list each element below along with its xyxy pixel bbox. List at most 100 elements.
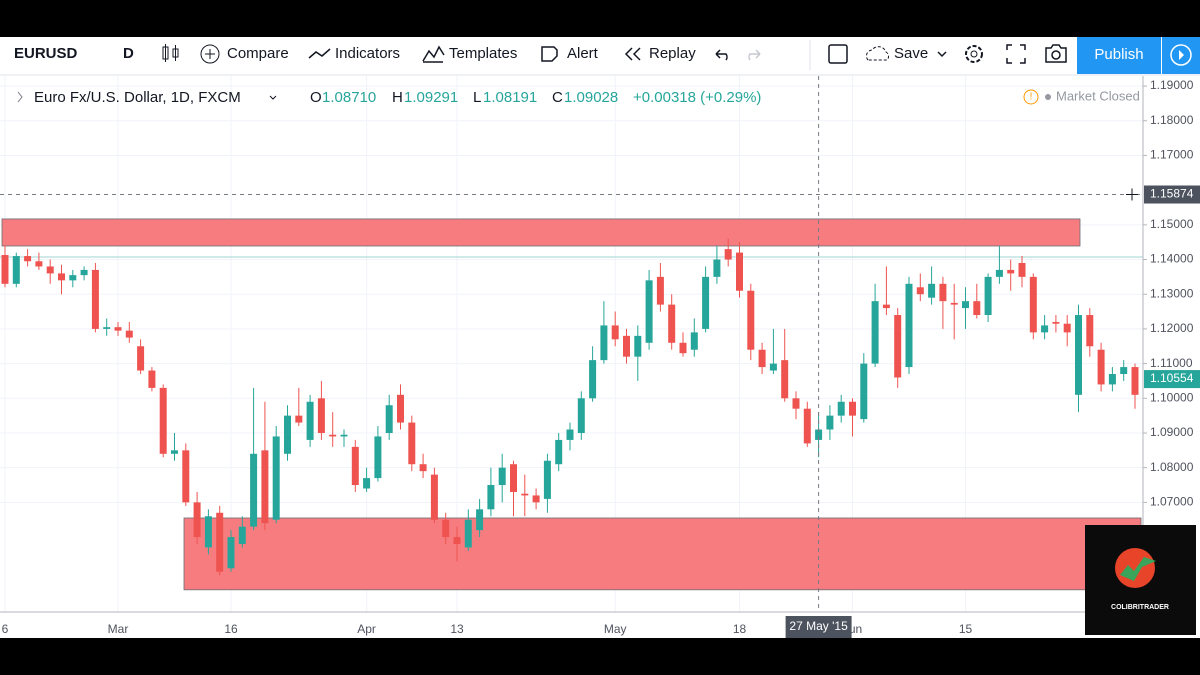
candle-body [1063, 323, 1071, 333]
candle-body [103, 327, 111, 329]
publish-button[interactable] [1077, 37, 1161, 74]
candle-body [148, 370, 156, 388]
templates-icon[interactable] [422, 45, 445, 63]
compare-icon[interactable] [200, 44, 220, 64]
y-tick-label: 1.15000 [1150, 217, 1194, 231]
candle-body [995, 269, 1003, 277]
candle-body [702, 276, 710, 329]
candle-body [363, 478, 371, 489]
candle-body [916, 287, 924, 295]
y-tick-label: 1.14000 [1150, 252, 1194, 266]
candle-body [905, 283, 913, 368]
plot [0, 76, 1143, 612]
replay[interactable]: Replay [649, 45, 696, 62]
compare-plus [205, 49, 215, 59]
candle-body [656, 276, 664, 305]
crosshair-price-box [1144, 185, 1200, 204]
y-tick-label: 1.17000 [1150, 148, 1194, 162]
candle-body [35, 261, 43, 267]
candle-body [555, 439, 563, 465]
undo[interactable] [715, 49, 728, 61]
candle-body [453, 537, 461, 545]
alert-icon[interactable] [541, 46, 558, 62]
settings-icon[interactable] [965, 45, 983, 63]
cloud-icon[interactable] [865, 46, 890, 61]
compare[interactable]: Compare [227, 45, 289, 62]
indicators-icon[interactable] [308, 48, 331, 59]
candle-body [713, 259, 721, 277]
candle-body [1131, 367, 1139, 395]
replay-icon[interactable] [624, 47, 641, 61]
redo[interactable] [748, 49, 761, 61]
candle-body [736, 252, 743, 291]
candle-body [758, 349, 766, 368]
candle-body [882, 304, 890, 309]
candle-body [962, 301, 969, 309]
candle-body [1, 255, 9, 284]
status-dot [1045, 94, 1051, 100]
save-menu[interactable] [937, 51, 947, 58]
candle-body [340, 434, 348, 437]
candle-body [317, 398, 325, 433]
crosshair-price: 1.15874 [1150, 187, 1194, 201]
warning-icon[interactable] [1023, 89, 1039, 105]
toolbar-bg [0, 37, 1200, 75]
y-tick-label: 1.11000 [1150, 356, 1193, 370]
close-label: C [552, 89, 563, 106]
candle-body [747, 290, 755, 350]
candle-body [408, 422, 416, 465]
candle-icon[interactable] [162, 44, 179, 62]
candle-body [238, 526, 246, 545]
legend-menu[interactable] [269, 95, 277, 100]
legend-toggle[interactable] [17, 91, 23, 103]
publish[interactable]: Publish [1094, 46, 1143, 63]
candle-body [1052, 321, 1060, 324]
interval[interactable]: D [123, 45, 134, 62]
candle-body [329, 434, 337, 437]
candle-body [894, 315, 902, 378]
candle-body [1108, 374, 1116, 385]
camera-lens [1051, 50, 1061, 60]
symbol[interactable]: EURUSD [14, 45, 78, 62]
y-tick-label: 1.09000 [1150, 425, 1194, 439]
logo-bird [1120, 557, 1156, 581]
candle-body [1041, 325, 1049, 333]
candle-body [724, 249, 732, 260]
logo-text: COLIBRITRADER [1111, 604, 1169, 611]
save[interactable]: Save [894, 45, 928, 62]
candle-body [487, 485, 495, 510]
candle-body [125, 330, 133, 338]
candle-body [12, 256, 20, 284]
alert[interactable]: Alert [567, 45, 599, 62]
candle-body [430, 474, 438, 520]
candle-body [204, 516, 212, 548]
candle-body [826, 415, 834, 430]
candle-body [984, 276, 992, 316]
fullscreen-icon[interactable] [1006, 44, 1026, 64]
candle-body [114, 327, 122, 331]
candle-body [24, 256, 32, 262]
candle-body [182, 450, 190, 503]
candle-body [227, 537, 235, 569]
candle-body [860, 363, 868, 420]
candle-body [442, 519, 450, 538]
logo-sun [1115, 548, 1155, 588]
camera-icon[interactable] [1045, 44, 1067, 63]
indicators[interactable]: Indicators [335, 45, 400, 62]
candle-body [679, 342, 687, 354]
candle-body [1086, 315, 1094, 347]
zone [1, 218, 1081, 247]
layout-icon[interactable] [828, 44, 848, 64]
templates[interactable]: Templates [449, 45, 517, 62]
candle-body [781, 360, 789, 399]
candle-body [216, 512, 224, 572]
change: +0.00318 (+0.29%) [633, 89, 761, 106]
low-value: 1.08191 [483, 89, 537, 106]
candle-body [159, 387, 167, 454]
crosshair-date: 27 May '15 [789, 619, 848, 633]
candle-body [464, 519, 472, 548]
close-value: 1.09028 [564, 89, 618, 106]
candle-body [543, 460, 551, 499]
x-tick-label: 13 [450, 622, 464, 636]
logo: COLIBRITRADER [1085, 525, 1196, 635]
